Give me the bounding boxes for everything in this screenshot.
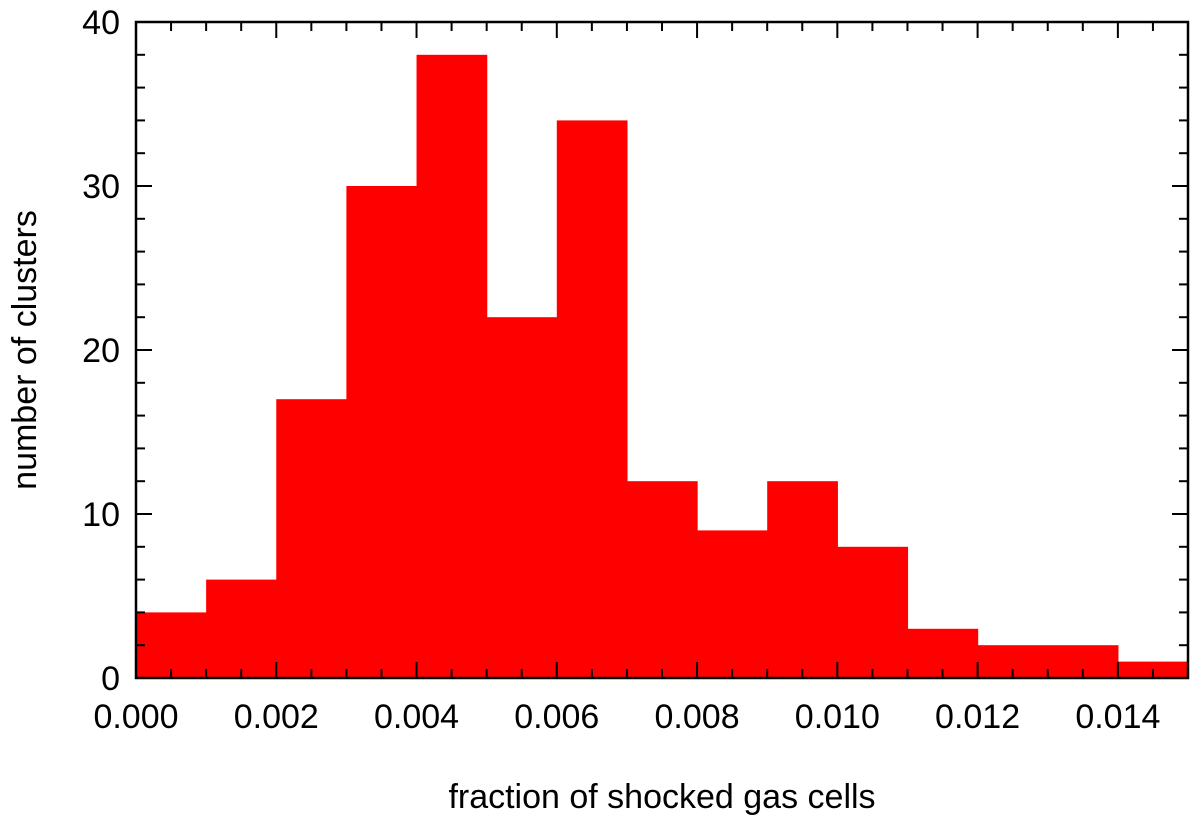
histogram-bar: [206, 579, 277, 678]
tick-labels: 0.000 0.002 0.004 0.006 0.008 0.010 0.012 0.014…: [82, 4, 1160, 736]
histogram-bars: [136, 54, 1189, 679]
x-tick-label: 0.004: [374, 698, 459, 736]
x-tick-label: 0.000: [93, 698, 178, 736]
histogram-bar: [697, 530, 768, 678]
y-tick-label: 0: [101, 660, 120, 698]
histogram-bar: [767, 481, 838, 678]
y-tick-label: 20: [82, 332, 120, 370]
x-tick-label: 0.002: [234, 698, 319, 736]
histogram-bar: [556, 120, 628, 678]
histogram-bar: [276, 399, 347, 678]
y-tick-label: 30: [82, 168, 120, 206]
histogram-bar: [486, 317, 558, 678]
y-axis-label: number of clusters: [6, 210, 44, 490]
histogram-bar: [837, 546, 909, 678]
histogram-bar: [416, 54, 488, 679]
x-axis-label: fraction of shocked gas cells: [448, 778, 875, 816]
y-tick-label: 40: [82, 4, 120, 42]
x-tick-label: 0.012: [935, 698, 1020, 736]
x-tick-label: 0.006: [514, 698, 599, 736]
histogram-bar: [136, 612, 207, 678]
x-tick-label: 0.008: [655, 698, 740, 736]
x-tick-label: 0.014: [1075, 698, 1160, 736]
histogram-bar: [346, 186, 418, 678]
y-tick-label: 10: [82, 496, 120, 534]
plot-frame: [134, 20, 1190, 680]
histogram-bar: [626, 481, 698, 678]
x-tick-label: 0.010: [795, 698, 880, 736]
